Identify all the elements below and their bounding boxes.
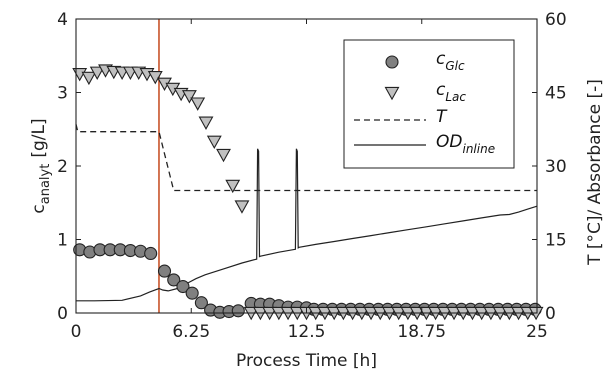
y-tick-label-left: 1 (57, 231, 68, 251)
legend-label-sub: Glc (445, 59, 465, 73)
lac-point (234, 200, 250, 214)
y-tick-label-right: 15 (545, 231, 567, 251)
legend-box (343, 39, 515, 169)
lac-point (147, 70, 163, 85)
legend-label-main: T (436, 107, 448, 127)
legend-lac-marker (384, 86, 400, 101)
y-tick-label-right: 45 (545, 84, 567, 104)
y-tick-label-left: 4 (57, 10, 68, 30)
legend-label-main: c (436, 49, 446, 69)
series-line-3 (75, 124, 537, 192)
legend-label: cLac (436, 80, 466, 104)
x-axis-title: Process Time [h] (236, 351, 377, 370)
lac-point (206, 135, 222, 150)
lac-point (225, 179, 241, 194)
lac-point (181, 90, 197, 104)
legend-label-main: c (436, 80, 446, 100)
x-tick-label: 18.75 (397, 322, 446, 342)
y-tick-label-left: 2 (57, 157, 68, 177)
legend-label: T (436, 107, 448, 127)
x-tick-label: 6.25 (172, 322, 210, 342)
glc-point (185, 286, 199, 300)
y-tick-label-right: 30 (545, 157, 567, 177)
y-title-sub: analyt (38, 164, 53, 205)
x-tick-label: 0 (71, 322, 82, 342)
y-tick-label-right: 0 (545, 304, 556, 324)
lac-point (89, 66, 105, 80)
legend-label: cGlc (436, 49, 465, 73)
y-tick-label-left: 0 (57, 304, 68, 324)
legend-label-sub: Lac (445, 90, 466, 104)
y-axis-title-right: T [°C]/ Absorbance [-] (585, 79, 605, 266)
glc-point (194, 296, 208, 310)
legend-label-sub: inline (462, 142, 495, 156)
legend-glc-marker (385, 55, 399, 69)
glc-point (231, 304, 245, 318)
y-tick-label-right: 60 (545, 10, 567, 30)
lac-point (198, 116, 214, 130)
y-tick-label-left: 3 (57, 84, 68, 104)
legend-label: ODinline (436, 132, 495, 156)
glc-point (157, 264, 172, 278)
x-tick-label: 25 (526, 322, 548, 342)
x-tick-label: 12.5 (288, 322, 326, 342)
glc-point (144, 246, 158, 261)
glc-point (167, 273, 181, 287)
y-title-unit: [g/L] (29, 118, 49, 157)
series-line-4 (76, 148, 538, 302)
lac-point (216, 148, 231, 163)
lac-point (81, 71, 97, 86)
lac-point (190, 97, 206, 111)
y-title-main: c (29, 204, 49, 213)
legend-label-main: OD (436, 132, 462, 152)
y-axis-title-left: canalyt [g/L] (29, 118, 53, 213)
glc-point (176, 279, 190, 294)
